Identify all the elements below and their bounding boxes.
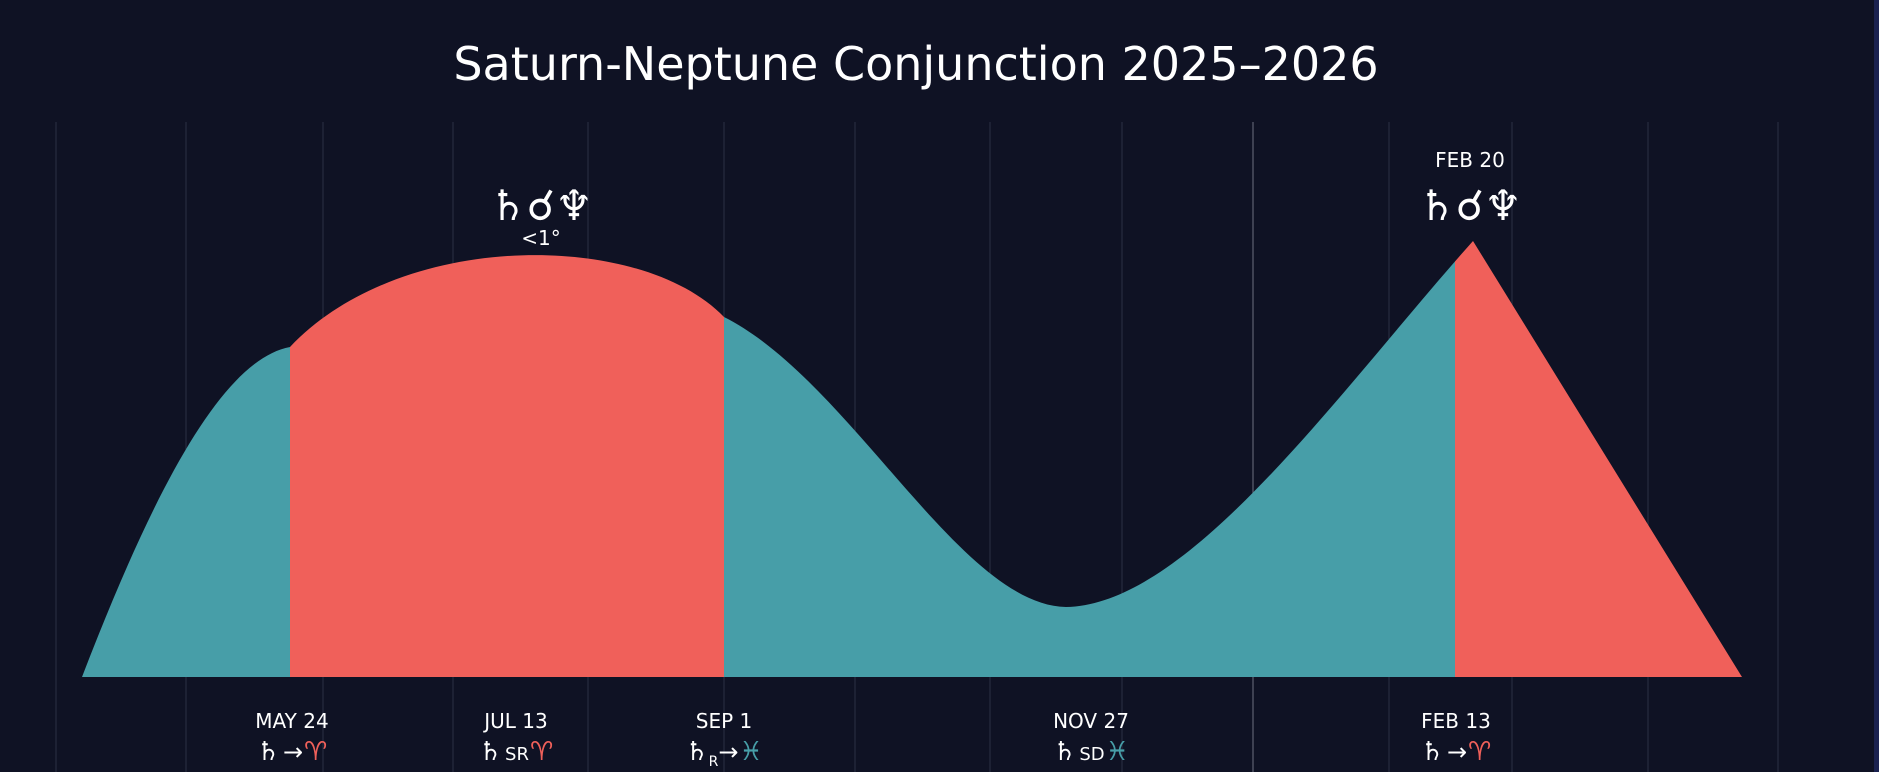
area-segment-aries: [290, 241, 724, 677]
peak-labels: ♄☌♆<1°FEB 20♄☌♆: [489, 148, 1522, 250]
event-date: FEB 13: [1421, 709, 1491, 733]
peak-note: <1°: [521, 226, 560, 250]
event-sign-glyph: ♈: [1468, 737, 1491, 767]
event-date: JUL 13: [482, 709, 548, 733]
event-glyphs: ♄ →♈: [257, 737, 328, 767]
event-planet-glyph: ♄: [257, 737, 280, 767]
chart-title: Saturn-Neptune Conjunction 2025–2026: [453, 37, 1378, 91]
event-date: SEP 1: [696, 709, 752, 733]
event-labels: MAY 24♄ →♈JUL 13♄ SR♈SEP 1♄R→♓NOV 27♄ SD♓FE…: [255, 709, 1491, 770]
peak-symbol: ♄☌♆: [1418, 181, 1522, 230]
peak-label: FEB 20 ♄☌♆: [1418, 148, 1522, 230]
event-sign-glyph: ♓: [739, 737, 762, 767]
event-motion-glyph: →: [1447, 738, 1467, 766]
event-motion-glyph: →: [283, 738, 303, 766]
event-planet-glyph: ♄: [685, 737, 708, 767]
event-glyphs: ♄ SR♈: [479, 737, 554, 767]
event-planet-glyph: ♄: [1421, 737, 1444, 767]
peak-symbol: ♄☌♆: [489, 181, 593, 230]
event-label: SEP 1 ♄R→♓: [685, 709, 762, 770]
event-retrograde-mark: R: [709, 754, 719, 770]
peak-label: ♄☌♆<1°: [489, 181, 593, 250]
event-sign-glyph: ♓: [1106, 737, 1129, 767]
event-glyphs: ♄ →♈: [1421, 737, 1492, 767]
event-sign-glyph: ♈: [304, 737, 327, 767]
event-motion-glyph: SD: [1079, 744, 1104, 765]
event-date: MAY 24: [255, 709, 328, 733]
event-planet-glyph: ♄: [1053, 737, 1076, 767]
event-glyphs: ♄R→♓: [685, 737, 762, 770]
event-label: MAY 24 ♄ →♈: [255, 709, 328, 767]
event-label: FEB 13 ♄ →♈: [1421, 709, 1492, 767]
window-edge-strip: [1874, 0, 1879, 772]
event-planet-glyph: ♄: [479, 737, 502, 767]
event-glyphs: ♄ SD♓: [1053, 737, 1129, 767]
peak-date: FEB 20: [1435, 148, 1505, 172]
event-label: JUL 13 ♄ SR♈: [479, 709, 554, 767]
event-motion-glyph: →: [718, 738, 738, 766]
event-label: NOV 27 ♄ SD♓: [1053, 709, 1129, 767]
event-sign-glyph: ♈: [530, 737, 553, 767]
event-motion-glyph: SR: [505, 744, 529, 765]
event-date: NOV 27: [1053, 709, 1129, 733]
